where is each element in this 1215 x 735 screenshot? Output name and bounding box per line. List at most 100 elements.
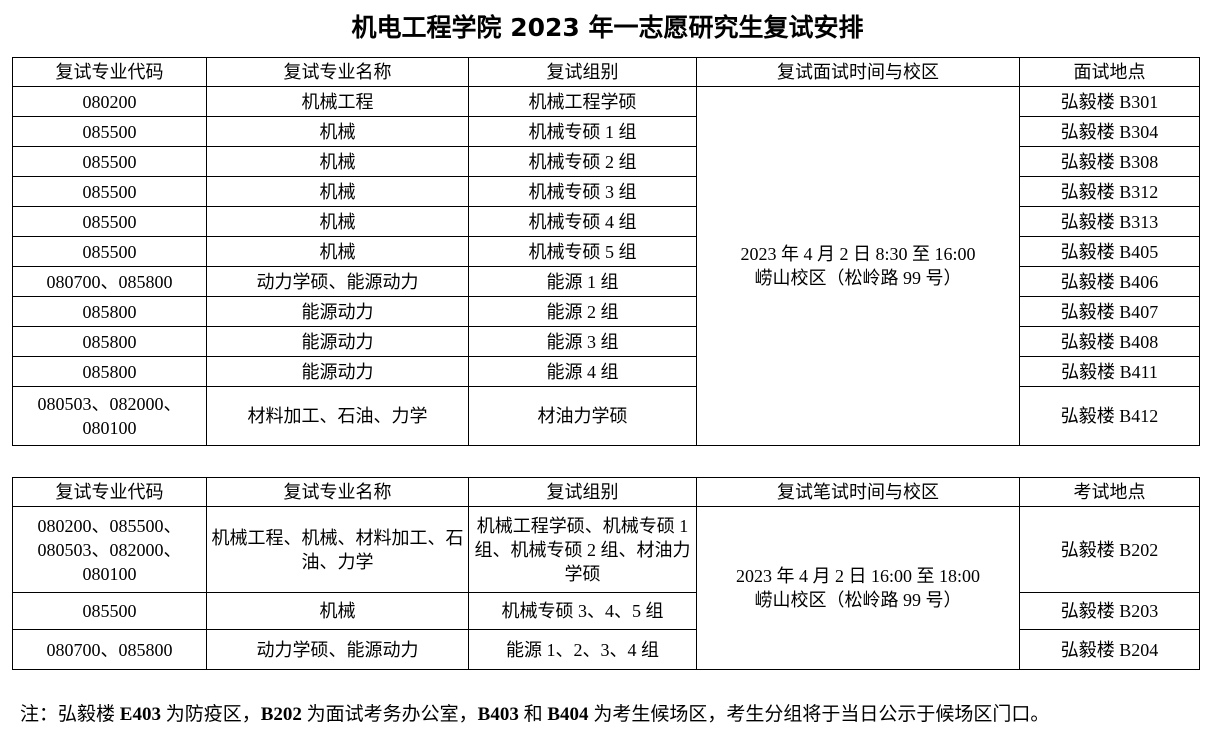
campus-text: 崂山校区（松岭路 99 号） xyxy=(754,590,962,610)
cell-code: 080200 xyxy=(12,86,207,117)
cell-room: 弘毅楼 B304 xyxy=(1019,116,1200,147)
cell-name: 机械 xyxy=(206,206,469,237)
cell-code: 085500 xyxy=(12,146,207,177)
table-row: 085500 机械 机械专硕 2 组 弘毅楼 B308 xyxy=(12,146,1200,177)
cell-code: 080503、082000、080100 xyxy=(12,386,207,446)
cell-room: 弘毅楼 B411 xyxy=(1019,356,1200,387)
cell-code: 085800 xyxy=(12,296,207,327)
time-text: 2023 年 4 月 2 日 16:00 至 18:00 xyxy=(735,566,980,586)
header-time-campus: 复试面试时间与校区 xyxy=(696,57,1020,87)
cell-name: 机械工程 xyxy=(206,86,469,117)
note-text: 为考生候场区，考生分组将于当日公示于候场区门口。 xyxy=(588,704,1050,725)
cell-name: 能源动力 xyxy=(206,326,469,357)
table-row: 085500 机械 机械专硕 4 组 弘毅楼 B313 xyxy=(12,206,1200,237)
note-text: 为面试考务办公室， xyxy=(301,704,478,725)
note-room: B202 xyxy=(260,704,302,725)
cell-name: 机械 xyxy=(206,176,469,207)
table-row: 085500 机械 机械专硕 3、4、5 组 弘毅楼 B203 xyxy=(12,592,1200,630)
cell-code: 085500 xyxy=(12,592,207,630)
cell-code: 080700、085800 xyxy=(12,266,207,297)
note-text: 和 xyxy=(518,704,548,725)
cell-room: 弘毅楼 B312 xyxy=(1019,176,1200,207)
cell-room: 弘毅楼 B202 xyxy=(1019,506,1200,593)
table-row: 080700、085800 动力学硕、能源动力 能源 1 组 弘毅楼 B406 xyxy=(12,266,1200,297)
cell-room: 弘毅楼 B407 xyxy=(1019,296,1200,327)
header-name: 复试专业名称 xyxy=(206,477,469,507)
table-row: 080700、085800 动力学硕、能源动力 能源 1、2、3、4 组 弘毅楼 B2… xyxy=(12,629,1200,670)
note-text: 注：弘毅楼 xyxy=(20,704,120,725)
cell-name: 材料加工、石油、力学 xyxy=(206,386,469,446)
cell-time-campus: 2023 年 4 月 2 日 16:00 至 18:00 崂山校区（松岭路 99 … xyxy=(696,506,1020,670)
header-room: 考试地点 xyxy=(1019,477,1200,507)
cell-code: 085500 xyxy=(12,206,207,237)
cell-group: 机械专硕 4 组 xyxy=(468,206,697,237)
cell-room: 弘毅楼 B406 xyxy=(1019,266,1200,297)
cell-name: 机械 xyxy=(206,236,469,267)
cell-room: 弘毅楼 B308 xyxy=(1019,146,1200,177)
table-row: 085800 能源动力 能源 4 组 弘毅楼 B411 xyxy=(12,356,1200,387)
cell-group: 机械专硕 1 组 xyxy=(468,116,697,147)
cell-group: 机械专硕 5 组 xyxy=(468,236,697,267)
cell-room: 弘毅楼 B203 xyxy=(1019,592,1200,630)
campus-text: 崂山校区（松岭路 99 号） xyxy=(754,268,962,288)
page-title: 机电工程学院 2023 年一志愿研究生复试安排 xyxy=(351,13,864,42)
cell-group: 能源 2 组 xyxy=(468,296,697,327)
table-row: 085500 机械 机械专硕 1 组 弘毅楼 B304 xyxy=(12,116,1200,147)
cell-group: 机械专硕 3 组 xyxy=(468,176,697,207)
table-row: 085500 机械 机械专硕 5 组 弘毅楼 B405 xyxy=(12,236,1200,267)
cell-time-campus: 2023 年 4 月 2 日 8:30 至 16:00 崂山校区（松岭路 99 号… xyxy=(696,86,1020,446)
header-name: 复试专业名称 xyxy=(206,57,469,87)
note-room: E403 xyxy=(119,704,161,725)
note-text: 为防疫区， xyxy=(160,704,261,725)
table-header-row: 复试专业代码 复试专业名称 复试组别 复试面试时间与校区 面试地点 xyxy=(12,57,1200,87)
interview-schedule-table: 复试专业代码 复试专业名称 复试组别 复试面试时间与校区 面试地点 080200… xyxy=(12,57,1200,446)
cell-group: 机械专硕 3、4、5 组 xyxy=(468,592,697,630)
cell-group: 机械工程学硕、机械专硕 1 组、机械专硕 2 组、材油力学硕 xyxy=(468,506,697,593)
cell-group: 能源 4 组 xyxy=(468,356,697,387)
cell-group: 能源 3 组 xyxy=(468,326,697,357)
table-row: 080503、082000、080100 材料加工、石油、力学 材油力学硕 弘毅楼 B… xyxy=(12,386,1200,446)
table-row: 085500 机械 机械专硕 3 组 弘毅楼 B312 xyxy=(12,176,1200,207)
cell-group: 能源 1、2、3、4 组 xyxy=(468,629,697,670)
cell-group: 机械专硕 2 组 xyxy=(468,146,697,177)
cell-name: 机械 xyxy=(206,116,469,147)
table-row: 085800 能源动力 能源 2 组 弘毅楼 B407 xyxy=(12,296,1200,327)
cell-name: 机械 xyxy=(206,592,469,630)
cell-group: 材油力学硕 xyxy=(468,386,697,446)
written-exam-schedule-table: 复试专业代码 复试专业名称 复试组别 复试笔试时间与校区 考试地点 080200… xyxy=(12,477,1200,670)
cell-room: 弘毅楼 B204 xyxy=(1019,629,1200,670)
note-room: B404 xyxy=(547,704,589,725)
cell-code: 080700、085800 xyxy=(12,629,207,670)
header-room: 面试地点 xyxy=(1019,57,1200,87)
cell-code: 085500 xyxy=(12,116,207,147)
cell-room: 弘毅楼 B405 xyxy=(1019,236,1200,267)
cell-code: 085800 xyxy=(12,326,207,357)
header-code: 复试专业代码 xyxy=(12,477,207,507)
cell-code: 080200、085500、080503、082000、080100 xyxy=(12,506,207,593)
header-time-campus: 复试笔试时间与校区 xyxy=(696,477,1020,507)
table-row: 080200 机械工程 机械工程学硕 2023 年 4 月 2 日 8:30 至 16… xyxy=(12,86,1200,446)
cell-group: 机械工程学硕 xyxy=(468,86,697,117)
table-header-row: 复试专业代码 复试专业名称 复试组别 复试笔试时间与校区 考试地点 xyxy=(12,477,1200,507)
header-code: 复试专业代码 xyxy=(12,57,207,87)
cell-group: 能源 1 组 xyxy=(468,266,697,297)
cell-room: 弘毅楼 B301 xyxy=(1019,86,1200,117)
cell-code: 085800 xyxy=(12,356,207,387)
header-group: 复试组别 xyxy=(468,477,697,507)
cell-name: 能源动力 xyxy=(206,356,469,387)
cell-name: 能源动力 xyxy=(206,296,469,327)
footnote: 注：弘毅楼 E403 为防疫区，B202 为面试考务办公室，B403 和 B40… xyxy=(20,699,1049,726)
cell-room: 弘毅楼 B313 xyxy=(1019,206,1200,237)
cell-name: 动力学硕、能源动力 xyxy=(206,629,469,670)
table-row: 080200、085500、080503、082000、080100 机械工程、机… xyxy=(12,506,1200,670)
cell-room: 弘毅楼 B408 xyxy=(1019,326,1200,357)
header-group: 复试组别 xyxy=(468,57,697,87)
table-row: 085800 能源动力 能源 3 组 弘毅楼 B408 xyxy=(12,326,1200,357)
cell-room: 弘毅楼 B412 xyxy=(1019,386,1200,446)
cell-name: 动力学硕、能源动力 xyxy=(206,266,469,297)
cell-name: 机械工程、机械、材料加工、石油、力学 xyxy=(206,506,469,593)
cell-name: 机械 xyxy=(206,146,469,177)
cell-code: 085500 xyxy=(12,176,207,207)
cell-code: 085500 xyxy=(12,236,207,267)
note-room: B403 xyxy=(477,704,519,725)
